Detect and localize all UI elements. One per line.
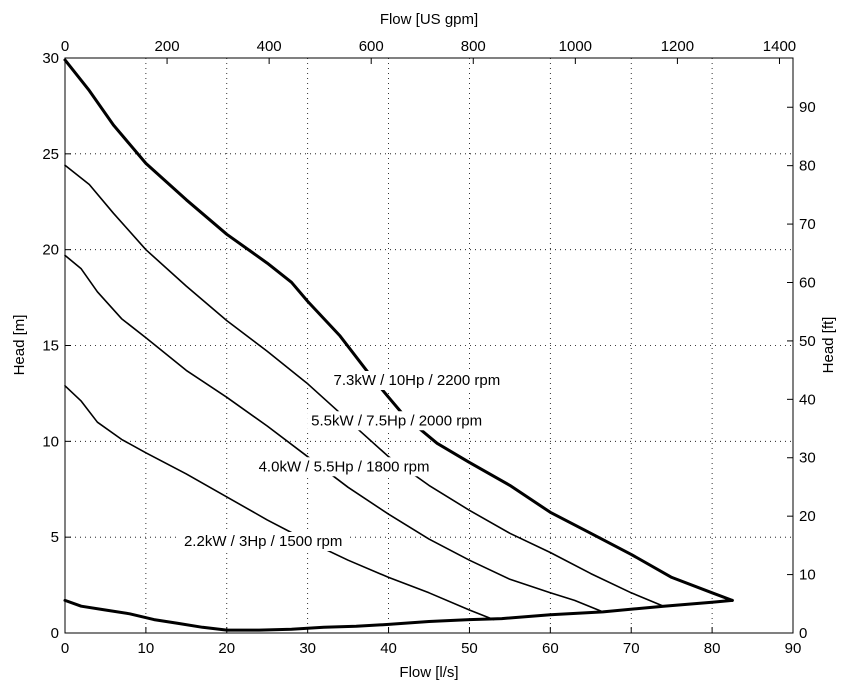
x-tick-label: 80 xyxy=(704,640,721,657)
y2-tick-label: 0 xyxy=(799,625,807,642)
x-axis-label: Flow [l/s] xyxy=(399,664,458,681)
series-label-1: 5.5kW / 7.5Hp / 2000 rpm xyxy=(311,412,482,429)
x-tick-label: 10 xyxy=(138,640,155,657)
x-tick-label: 50 xyxy=(461,640,478,657)
y2-tick-label: 30 xyxy=(799,450,816,467)
y-tick-label: 30 xyxy=(42,50,59,67)
x-tick-label: 90 xyxy=(785,640,802,657)
y2-tick-label: 50 xyxy=(799,333,816,350)
x2-tick-label: 1000 xyxy=(559,38,592,55)
y2-tick-label: 40 xyxy=(799,391,816,408)
grid-layer xyxy=(65,58,793,633)
x2-axis-label: Flow [US gpm] xyxy=(380,11,478,28)
y2-tick-label: 60 xyxy=(799,274,816,291)
x2-tick-label: 600 xyxy=(359,38,384,55)
series-line-2 xyxy=(64,254,604,613)
x-tick-label: 70 xyxy=(623,640,640,657)
y-tick-label: 20 xyxy=(42,242,59,259)
x-tick-label: 30 xyxy=(299,640,316,657)
x-tick-label: 0 xyxy=(61,640,69,657)
x2-tick-label: 200 xyxy=(155,38,180,55)
series-label-0: 7.3kW / 10Hp / 2200 rpm xyxy=(333,372,500,389)
y2-axis-label: Head [ft] xyxy=(820,317,837,374)
series-line-4 xyxy=(63,598,734,632)
series-label-bg-0 xyxy=(329,371,505,390)
y-tick-label: 5 xyxy=(51,529,59,546)
series-layer xyxy=(63,58,734,632)
series-label-2: 4.0kW / 5.5Hp / 1800 rpm xyxy=(259,458,430,475)
y-tick-label: 10 xyxy=(42,433,59,450)
x2-tick-label: 800 xyxy=(461,38,486,55)
y2-tick-label: 70 xyxy=(799,216,816,233)
y-tick-label: 15 xyxy=(42,338,59,355)
x-tick-label: 60 xyxy=(542,640,559,657)
x2-tick-label: 1200 xyxy=(661,38,694,55)
y2-tick-label: 10 xyxy=(799,567,816,584)
y2-tick-label: 20 xyxy=(799,508,816,525)
y-tick-label: 25 xyxy=(42,146,59,163)
series-line-3 xyxy=(64,385,495,621)
y-axis-label: Head [m] xyxy=(11,315,28,376)
tick-layer xyxy=(64,57,794,634)
series-label-bg-2 xyxy=(254,457,434,477)
label-layer: 0 10 20 30 40 50 60 70 80 900 200 400 600 800 1000 1200… xyxy=(42,38,815,657)
series-line-0 xyxy=(63,58,734,602)
series-label-3: 2.2kW / 3Hp / 1500 rpm xyxy=(184,533,342,550)
y-tick-label: 0 xyxy=(51,625,59,642)
plot-frame xyxy=(64,57,794,634)
x2-tick-label: 400 xyxy=(257,38,282,55)
series-label-bg-1 xyxy=(307,411,487,431)
y2-tick-label: 90 xyxy=(799,99,816,116)
x2-tick-label: 0 xyxy=(61,38,69,55)
x-tick-label: 40 xyxy=(380,640,397,657)
y2-tick-label: 80 xyxy=(799,158,816,175)
x2-tick-label: 1400 xyxy=(763,38,796,55)
x-tick-label: 20 xyxy=(218,640,235,657)
series-label-bg-3 xyxy=(179,532,347,551)
